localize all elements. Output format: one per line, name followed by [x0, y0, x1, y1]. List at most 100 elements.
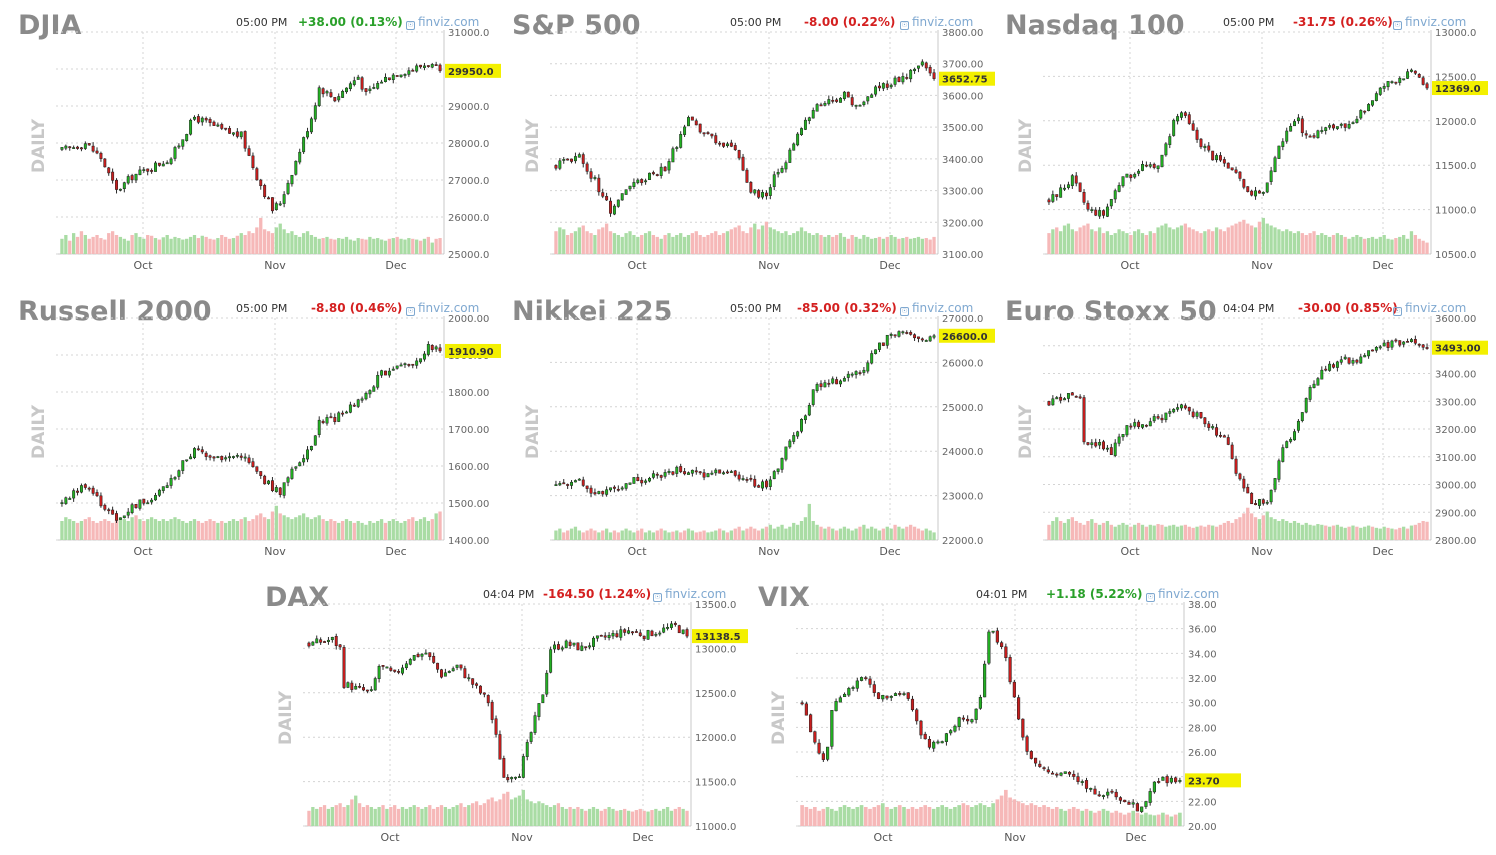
- volume-bar: [114, 235, 119, 254]
- volume-bar: [628, 530, 632, 540]
- volume-bar: [75, 522, 80, 540]
- candle-body: [1025, 736, 1029, 752]
- candle-body: [122, 182, 126, 189]
- volume-bar: [1394, 238, 1398, 254]
- volume-bar: [305, 517, 310, 540]
- candle-body: [1110, 790, 1114, 793]
- candle-body: [961, 717, 965, 720]
- volume-bar: [181, 521, 185, 540]
- candle-body: [251, 461, 255, 467]
- volume-bar: [1148, 524, 1152, 540]
- candle-body: [640, 479, 644, 484]
- candle-body: [317, 87, 321, 106]
- brand-link[interactable]: ☉ finviz.com: [900, 15, 973, 30]
- volume-bar: [573, 231, 578, 254]
- candle-body: [196, 116, 200, 123]
- candle-body: [341, 412, 345, 415]
- candle-body: [1382, 342, 1386, 347]
- candle-body: [313, 105, 317, 120]
- volume-bar: [537, 801, 541, 826]
- candle-body: [430, 345, 434, 350]
- last-price-label: 26600.0: [942, 332, 988, 343]
- volume-bar: [1207, 524, 1211, 540]
- volume-bar: [1082, 225, 1086, 254]
- candle-body: [1152, 416, 1156, 422]
- candle-body: [1417, 74, 1421, 78]
- candle-body: [95, 492, 99, 497]
- volume-bar: [1105, 231, 1110, 254]
- volume-bar: [831, 236, 835, 254]
- candle-body: [780, 458, 784, 470]
- candle-body: [122, 515, 126, 519]
- volume-bar: [870, 526, 874, 540]
- brand-link[interactable]: ☉ finviz.com: [406, 15, 479, 30]
- chart-panel-nikkei225: Nikkei 225 05:00 PM -85.00 (0.32%) ☉ finviz.…: [512, 290, 1002, 558]
- candle-body: [881, 83, 885, 89]
- volume-bar: [872, 807, 877, 826]
- brand-link[interactable]: ☉ finviz.com: [1393, 301, 1466, 316]
- candle-body: [401, 667, 404, 674]
- volume-bar: [298, 236, 302, 254]
- candle-body: [577, 478, 581, 481]
- candle-body: [601, 192, 605, 197]
- candle-body: [620, 487, 624, 490]
- volume-bar: [1086, 223, 1090, 254]
- candle-body: [1187, 406, 1191, 412]
- volume-bar: [632, 532, 636, 540]
- volume-bar: [772, 229, 776, 254]
- candle-body: [247, 148, 251, 156]
- volume-bar: [978, 803, 983, 826]
- volume-bar: [1230, 522, 1234, 540]
- volume-bar: [1076, 808, 1080, 826]
- volume-bar: [1097, 810, 1102, 826]
- candle-body: [1168, 136, 1172, 145]
- brand-link[interactable]: ☉ finviz.com: [900, 301, 973, 316]
- volume-bar: [1165, 814, 1169, 826]
- candle-body: [920, 338, 924, 341]
- volume-bar: [318, 807, 323, 826]
- volume-bar: [909, 238, 913, 254]
- chart-time: 04:04 PM: [1223, 302, 1275, 315]
- volume-bar: [447, 808, 451, 826]
- volume-bar: [1331, 235, 1336, 254]
- volume-bar: [348, 239, 353, 254]
- candle-body: [1219, 155, 1222, 161]
- volume-bar: [138, 236, 142, 254]
- volume-bar: [686, 528, 691, 540]
- volume-bar: [1378, 236, 1382, 254]
- candle-body: [161, 163, 165, 167]
- volume-bar: [780, 233, 784, 254]
- candle-body: [987, 631, 991, 664]
- y-tick-label: 3300.00: [1435, 397, 1476, 408]
- volume-bar: [1055, 517, 1059, 540]
- candle-body: [819, 104, 823, 107]
- candle-body: [710, 133, 714, 137]
- brand-link[interactable]: ☉ finviz.com: [653, 587, 726, 602]
- candle-body: [553, 644, 556, 650]
- candle-body: [1059, 396, 1063, 401]
- candle-body: [146, 502, 150, 505]
- candle-body: [189, 119, 193, 135]
- volume-bar: [866, 236, 870, 254]
- candle-body: [612, 486, 616, 489]
- candle-body: [881, 342, 885, 346]
- brand-link[interactable]: ☉ finviz.com: [1146, 587, 1219, 602]
- candle-body: [1172, 119, 1176, 136]
- volume-bar: [486, 799, 490, 826]
- volume-bar: [142, 238, 146, 254]
- volume-bar: [562, 532, 566, 540]
- x-tick-label: Dec: [879, 545, 900, 558]
- volume-bar: [438, 238, 442, 254]
- candle-body: [974, 708, 978, 720]
- candle-body: [325, 91, 329, 94]
- candle-body: [1394, 339, 1398, 342]
- brand-link[interactable]: ☉ finviz.com: [406, 301, 479, 316]
- volume-bar: [494, 801, 498, 826]
- candle-body: [847, 688, 851, 696]
- candle-body: [434, 346, 438, 350]
- volume-bar: [1140, 524, 1145, 540]
- volume-bar: [804, 807, 809, 826]
- candle-body: [558, 483, 562, 486]
- brand-link[interactable]: ☉ finviz.com: [1393, 15, 1466, 30]
- candle-body: [667, 161, 671, 171]
